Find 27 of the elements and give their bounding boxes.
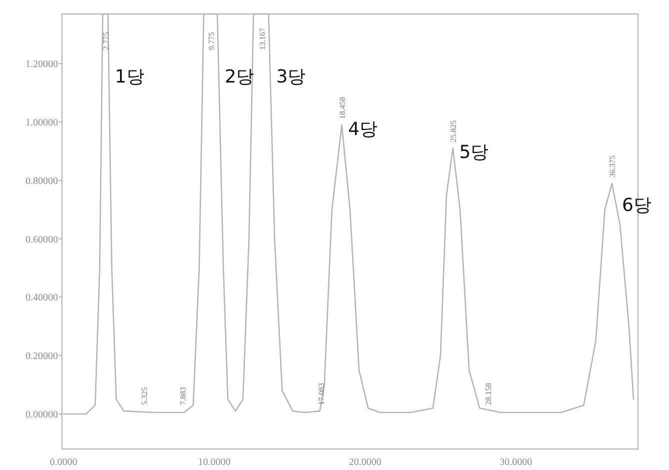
- annotation: 6당: [622, 194, 652, 216]
- y-tick-label: 0.00000: [26, 409, 58, 420]
- x-tick-label: 0.0000: [50, 457, 78, 468]
- annotation: 5당: [459, 142, 489, 164]
- y-tick-label: 0.80000: [26, 176, 58, 187]
- annotation: 18.458: [338, 96, 347, 119]
- annotation: 9.775: [206, 32, 216, 50]
- annotation: 2당: [224, 66, 254, 88]
- y-tick-label: 1.00000: [26, 118, 58, 129]
- x-tick-label: 30.0000: [500, 457, 532, 468]
- x-tick-label: 10.0000: [198, 457, 231, 468]
- annotation: 7.883: [178, 387, 188, 406]
- annotation: 3당: [276, 66, 306, 88]
- annotation: 28.158: [484, 383, 494, 406]
- x-tick-label: 20.0000: [348, 457, 382, 468]
- annotation: 25.825: [448, 120, 458, 142]
- annotation: 1당: [114, 66, 144, 88]
- annotation: 36.375: [608, 155, 617, 178]
- y-tick-label: 0.60000: [26, 234, 58, 246]
- annotation: 13.167: [258, 28, 268, 50]
- annotation: 5.325: [140, 387, 149, 406]
- annotation: 4당: [348, 118, 378, 140]
- y-tick-label: 0.20000: [26, 351, 58, 362]
- annotation: 2.775: [101, 32, 110, 50]
- y-tick-label: 1.20000: [26, 59, 58, 70]
- y-tick-label: 0.40000: [26, 292, 58, 304]
- annotation: 17.083: [317, 383, 326, 406]
